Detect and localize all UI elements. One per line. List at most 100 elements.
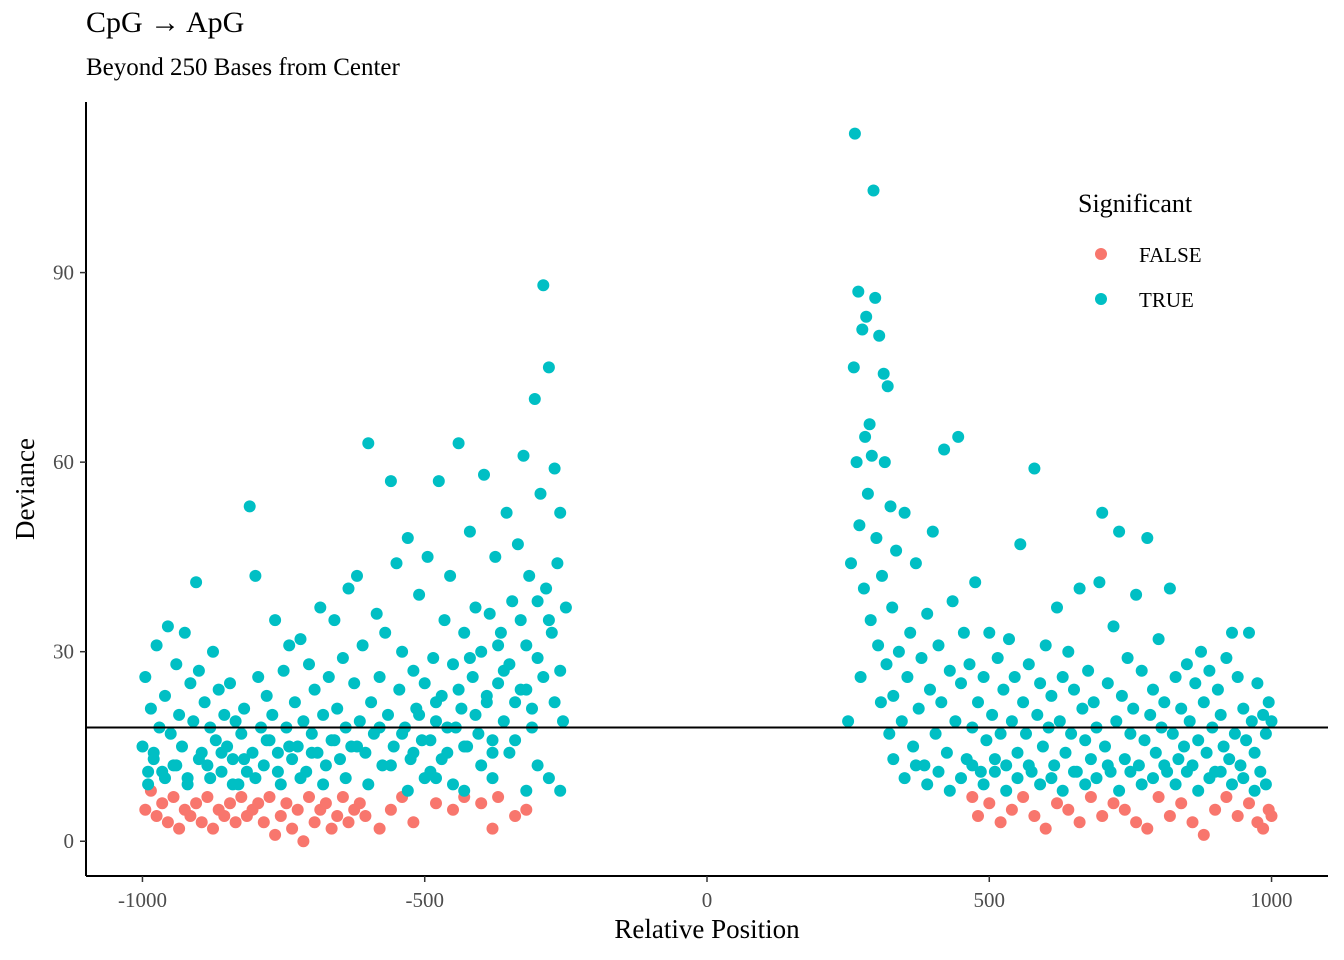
data-point-true — [142, 765, 155, 778]
data-point-false — [447, 803, 459, 816]
data-point-false — [297, 835, 310, 848]
data-point-false — [1107, 797, 1120, 810]
data-point-true — [1257, 708, 1270, 721]
data-point-true — [260, 734, 273, 747]
data-point-true — [845, 557, 857, 570]
data-point-true — [475, 759, 488, 772]
data-point-true — [212, 683, 225, 696]
data-point-true — [497, 715, 510, 728]
data-point-true — [874, 696, 887, 709]
data-point-true — [887, 689, 900, 702]
data-point-true — [531, 759, 544, 772]
data-point-false — [966, 791, 979, 803]
data-point-true — [260, 689, 273, 702]
data-point-true — [963, 658, 976, 671]
data-point-true — [1189, 677, 1202, 690]
data-point-true — [396, 727, 409, 740]
data-point-true — [427, 652, 440, 664]
data-point-true — [997, 683, 1010, 696]
legend-title: Significant — [1078, 189, 1193, 218]
data-point-true — [466, 671, 479, 683]
data-point-false — [1051, 797, 1063, 810]
data-point-true — [977, 778, 990, 791]
data-point-true — [362, 437, 375, 450]
data-point-true — [940, 746, 953, 759]
data-point-true — [886, 601, 899, 614]
data-point-false — [207, 822, 219, 835]
data-point-true — [187, 715, 200, 728]
data-point-false — [1231, 810, 1244, 822]
data-point-false — [994, 816, 1007, 829]
data-point-true — [909, 557, 922, 570]
data-point-true — [286, 753, 299, 766]
data-point-true — [336, 652, 349, 664]
data-point-true — [929, 727, 942, 740]
data-point-true — [904, 626, 917, 639]
data-point-true — [949, 715, 962, 728]
data-point-true — [856, 323, 869, 336]
data-point-true — [883, 727, 896, 740]
data-point-true — [331, 702, 344, 715]
data-point-false — [325, 822, 338, 835]
data-point-true — [559, 601, 572, 614]
data-point-true — [209, 734, 222, 747]
data-point-true — [926, 525, 939, 538]
data-point-true — [198, 696, 211, 709]
data-point-true — [387, 740, 400, 753]
data-point-true — [853, 519, 866, 532]
data-point-true — [848, 127, 861, 140]
data-point-true — [957, 626, 970, 639]
x-tick-label: 0 — [702, 888, 713, 912]
data-point-false — [286, 822, 299, 835]
data-point-true — [452, 683, 465, 696]
data-point-true — [246, 746, 259, 759]
data-point-true — [537, 279, 550, 292]
data-point-true — [537, 671, 550, 683]
data-point-true — [1152, 633, 1165, 646]
data-point-true — [918, 759, 931, 772]
data-point-true — [1200, 746, 1213, 759]
data-point-true — [1203, 664, 1216, 677]
data-point-true — [294, 772, 307, 785]
data-point-false — [972, 810, 984, 822]
data-point-true — [952, 430, 965, 443]
data-point-true — [1262, 696, 1275, 709]
chart-subtitle: Beyond 250 Bases from Center — [86, 54, 400, 81]
data-point-true — [192, 664, 205, 677]
data-point-false — [1073, 816, 1086, 829]
data-point-true — [1178, 740, 1190, 753]
data-point-false — [1039, 822, 1052, 835]
data-point-false — [1257, 822, 1270, 835]
data-point-false — [218, 810, 231, 822]
data-point-true — [271, 746, 284, 759]
data-point-false — [475, 797, 488, 810]
data-point-true — [150, 639, 163, 652]
data-point-true — [1169, 671, 1182, 683]
data-point-true — [452, 437, 465, 450]
data-point-true — [249, 569, 262, 582]
data-point-true — [857, 582, 870, 595]
data-point-true — [415, 734, 428, 747]
data-point-true — [907, 740, 920, 753]
data-point-true — [1113, 784, 1126, 797]
data-point-true — [190, 576, 203, 589]
y-tick-label: 60 — [53, 450, 74, 474]
data-point-true — [144, 702, 157, 715]
legend: Significant FALSE TRUE — [1078, 189, 1202, 312]
data-point-true — [873, 329, 886, 342]
data-point-true — [176, 740, 188, 753]
data-point-true — [1180, 658, 1193, 671]
data-point-true — [974, 765, 987, 778]
data-point-true — [531, 652, 544, 664]
data-point-true — [932, 765, 945, 778]
data-point-true — [444, 569, 457, 582]
data-point-true — [1053, 715, 1066, 728]
data-point-true — [542, 361, 555, 374]
data-point-true — [901, 671, 914, 683]
data-point-false — [303, 791, 315, 803]
data-point-true — [1034, 778, 1047, 791]
data-point-true — [430, 696, 442, 709]
data-point-true — [1175, 702, 1188, 715]
data-point-true — [1135, 664, 1148, 677]
data-point-true — [523, 569, 536, 582]
